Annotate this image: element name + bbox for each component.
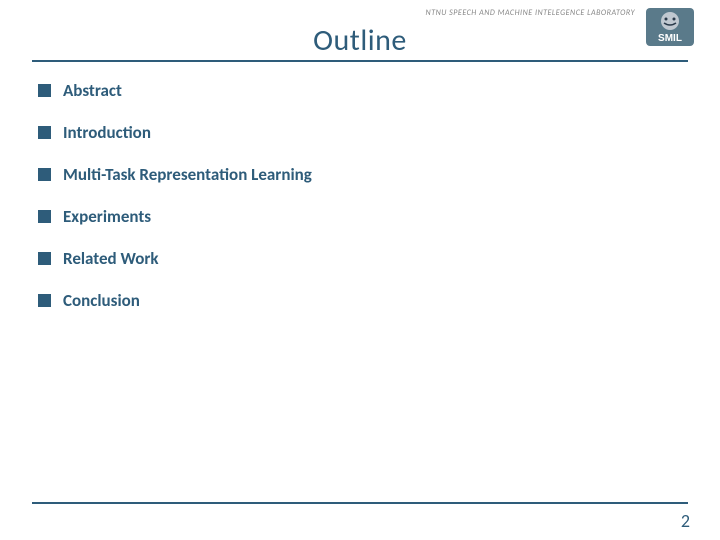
bullet-square-icon xyxy=(38,168,51,181)
bullet-square-icon xyxy=(38,84,51,97)
bottom-divider xyxy=(32,502,688,504)
bullet-text: Related Work xyxy=(63,248,159,269)
bullet-square-icon xyxy=(38,210,51,223)
bullet-item: Related Work xyxy=(38,248,682,269)
bullet-square-icon xyxy=(38,126,51,139)
bullet-text: Conclusion xyxy=(63,290,140,311)
page-number: 2 xyxy=(681,510,690,532)
bullet-text: Experiments xyxy=(63,206,151,227)
bullet-item: Experiments xyxy=(38,206,682,227)
bullet-text: Multi-Task Representation Learning xyxy=(63,164,312,185)
bullet-item: Multi-Task Representation Learning xyxy=(38,164,682,185)
svg-text:SMIL: SMIL xyxy=(658,33,682,44)
smil-logo: SMIL xyxy=(646,8,694,46)
top-divider xyxy=(32,60,688,62)
bullet-square-icon xyxy=(38,294,51,307)
bullet-text: Introduction xyxy=(63,122,151,143)
content-area: Abstract Introduction Multi-Task Represe… xyxy=(38,80,682,332)
bullet-item: Abstract xyxy=(38,80,682,101)
bullet-square-icon xyxy=(38,252,51,265)
header-lab-name: NTNU SPEECH AND MACHINE INTELEGENCE LABO… xyxy=(426,8,635,18)
bullet-item: Conclusion xyxy=(38,290,682,311)
bullet-text: Abstract xyxy=(63,80,122,101)
bullet-item: Introduction xyxy=(38,122,682,143)
